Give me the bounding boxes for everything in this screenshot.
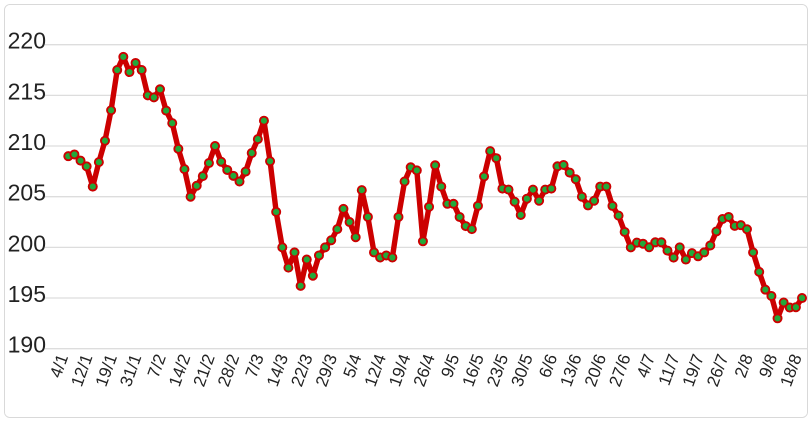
svg-text:190: 190 — [8, 332, 46, 358]
svg-text:195: 195 — [8, 281, 46, 307]
svg-text:220: 220 — [8, 28, 46, 54]
svg-text:200: 200 — [8, 230, 46, 256]
svg-text:210: 210 — [8, 129, 46, 155]
svg-text:205: 205 — [8, 180, 46, 206]
svg-text:215: 215 — [8, 78, 46, 104]
